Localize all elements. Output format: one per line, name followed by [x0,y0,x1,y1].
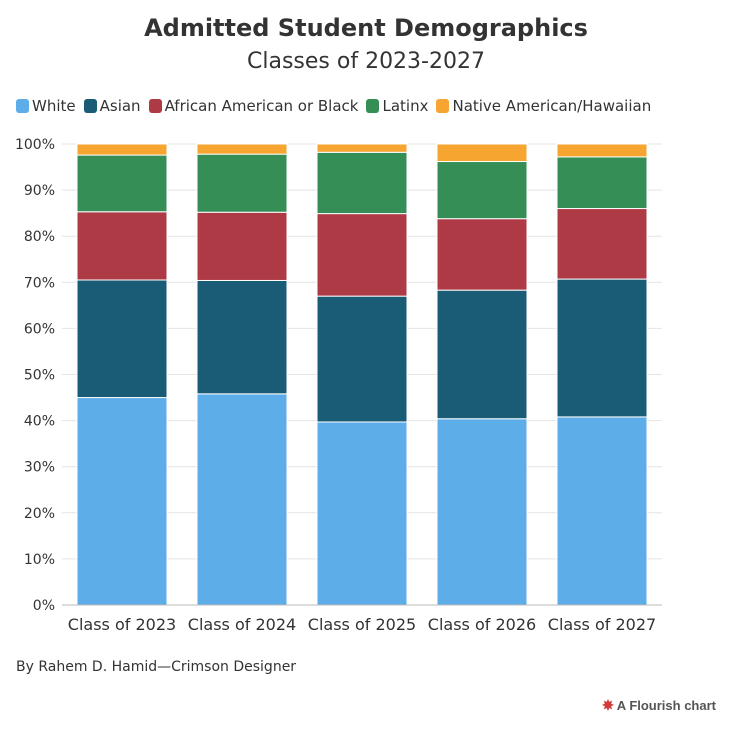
bar-segment[interactable] [316,421,408,606]
y-tick-label: 80% [24,229,55,245]
legend-item[interactable]: Native American/Hawaiian [436,97,651,115]
x-tick-label: Class of 2024 [188,615,296,634]
legend-item[interactable]: White [16,97,76,115]
y-tick-label: 0% [33,598,55,614]
legend-swatch [436,99,450,113]
flourish-burst-icon: ✸ [602,697,614,713]
bar-stack [556,143,648,606]
bar-segment[interactable] [556,416,648,606]
bar-stack [316,143,408,606]
x-tick-label: Class of 2025 [308,615,416,634]
legend-item[interactable]: African American or Black [148,97,359,115]
bar-segment[interactable] [316,213,408,297]
bar-stack [436,143,528,606]
y-tick-label: 40% [24,414,55,430]
bar-segment[interactable] [436,418,528,606]
legend-label: African American or Black [164,97,359,115]
legend-label: Native American/Hawaiian [452,97,652,115]
bar-segment[interactable] [76,397,168,606]
legend-label: White [32,97,76,115]
legend-label: Latinx [382,97,429,115]
x-tick-label: Class of 2026 [428,615,536,634]
bar-stacks [76,143,648,606]
chart-subtitle: Classes of 2023-2027 [247,49,485,74]
bar-segment[interactable] [76,154,168,213]
bar-segment[interactable] [196,153,288,213]
legend-swatch [366,99,380,113]
bar-segment[interactable] [196,279,288,395]
y-tick-label: 20% [24,506,55,522]
bar-segment[interactable] [316,143,408,153]
bar-segment[interactable] [436,161,528,220]
y-tick-label: 10% [24,552,55,568]
bar-stack [196,143,288,606]
legend-swatch [16,99,29,113]
bar-segment[interactable] [196,393,288,606]
flourish-attribution-link[interactable]: ✸ A Flourish chart [602,697,716,714]
y-axis: 0% 10% 20% 30% 40% 50% 60% 70% 80% 90% 100% [15,137,662,614]
bar-segment[interactable] [76,279,168,399]
bar-segment[interactable] [316,295,408,423]
y-tick-label: 60% [24,321,55,337]
bar-segment[interactable] [76,143,168,156]
y-tick-label: 30% [24,460,55,476]
x-tick-label: Class of 2027 [548,615,656,634]
legend-label: Asian [99,97,141,115]
legend-swatch [83,99,97,113]
legend-item[interactable]: Latinx [366,97,428,115]
y-tick-label: 50% [24,368,55,384]
bar-segment[interactable] [556,156,648,210]
bar-segment[interactable] [196,143,288,155]
bar-segment[interactable] [436,143,528,163]
bar-segment[interactable] [196,211,288,281]
bar-segment[interactable] [76,211,168,281]
legend-item[interactable]: Asian [83,97,141,115]
y-tick-label: 90% [24,183,55,199]
chart-legend: White Asian African American or Black Latin… [16,97,659,115]
bar-segment[interactable] [316,151,408,215]
bar-segment[interactable] [436,289,528,420]
bar-segment[interactable] [556,143,648,158]
bar-stack [76,143,168,606]
x-axis: Class of 2023 Class of 2024 Class of 2025 C… [68,615,656,634]
chart-title: Admitted Student Demographics [144,14,588,42]
byline-credit: By Rahem D. Hamid—Crimson Designer [16,659,297,675]
bar-segment[interactable] [556,208,648,280]
bar-segment[interactable] [556,278,648,418]
y-tick-label: 70% [24,275,55,291]
flourish-label: A Flourish chart [616,698,716,713]
x-tick-label: Class of 2023 [68,615,176,634]
bar-segment[interactable] [436,218,528,291]
legend-swatch [148,99,162,113]
y-tick-label: 100% [15,137,55,153]
